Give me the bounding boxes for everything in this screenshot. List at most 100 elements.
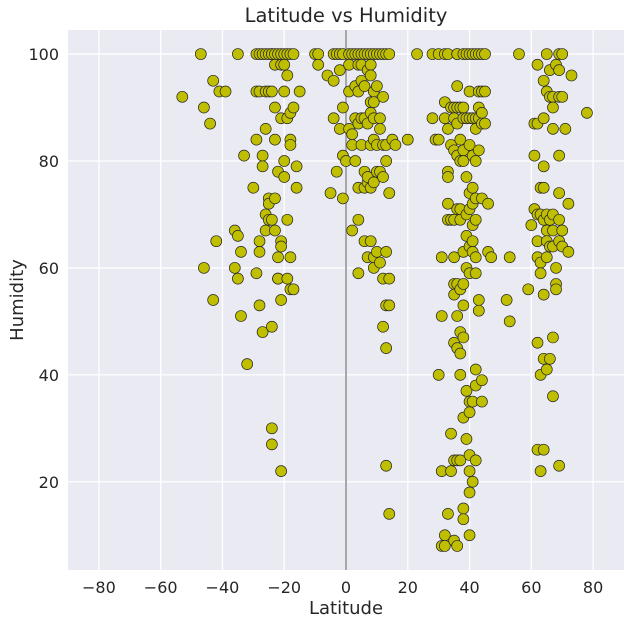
scatter-point xyxy=(278,85,291,98)
scatter-point xyxy=(349,155,362,167)
scatter-point xyxy=(374,256,386,269)
scatter-point xyxy=(272,251,284,264)
scatter-point xyxy=(454,347,467,360)
scatter-point xyxy=(448,251,460,264)
scatter-point xyxy=(463,465,476,477)
x-tick-labels: −80 −60 −40 −20 0 20 40 60 80 xyxy=(82,578,603,597)
scatter-point xyxy=(469,155,482,167)
scatter-point xyxy=(266,213,278,226)
scatter-point xyxy=(256,326,269,338)
scatter-point xyxy=(383,299,396,312)
scatter-point xyxy=(330,165,343,178)
scatter-point xyxy=(460,171,473,183)
x-tick-label: 0 xyxy=(341,578,351,597)
scatter-point xyxy=(290,160,303,173)
scatter-point xyxy=(466,475,479,488)
scatter-point xyxy=(367,96,380,109)
x-tick-label: −40 xyxy=(206,578,240,597)
scatter-point xyxy=(250,267,263,280)
scatter-point xyxy=(553,64,565,76)
y-tick-label: 20 xyxy=(39,473,59,492)
scatter-point xyxy=(364,235,377,248)
scatter-point xyxy=(547,390,559,403)
scatter-point xyxy=(466,235,479,248)
scatter-point xyxy=(290,181,303,194)
scatter-point xyxy=(556,224,569,237)
scatter-point xyxy=(253,235,266,248)
scatter-point xyxy=(346,224,359,237)
scatter-point xyxy=(479,48,491,60)
scatter-point xyxy=(454,454,467,467)
scatter-point xyxy=(266,422,278,435)
scatter-point xyxy=(374,123,386,135)
scatter-point xyxy=(253,299,266,312)
scatter-point xyxy=(380,246,393,258)
scatter-point xyxy=(266,85,278,98)
scatter-point xyxy=(451,540,464,552)
scatter-point xyxy=(250,133,263,146)
scatter-point xyxy=(432,369,445,381)
scatter-point xyxy=(352,213,365,226)
scatter-point xyxy=(457,513,470,526)
scatter-point xyxy=(253,246,266,258)
scatter-point xyxy=(207,74,220,87)
scatter-point xyxy=(266,438,278,451)
scatter-point xyxy=(377,171,389,183)
scatter-point xyxy=(457,155,470,167)
scatter-point xyxy=(540,251,553,264)
scatter-point xyxy=(235,310,247,322)
scatter-point xyxy=(198,101,210,114)
scatter-point xyxy=(278,58,291,71)
scatter-point xyxy=(389,139,402,151)
scatter-point xyxy=(581,107,593,119)
scatter-point xyxy=(383,272,396,285)
scatter-point xyxy=(367,176,380,189)
scatter-point xyxy=(312,58,325,71)
scatter-point xyxy=(445,427,457,440)
scatter-point xyxy=(469,363,482,376)
scatter-point xyxy=(232,48,244,60)
y-axis-label: Humidity xyxy=(7,259,28,341)
scatter-point xyxy=(337,192,349,205)
scatter-point xyxy=(469,251,482,264)
scatter-point xyxy=(472,144,485,157)
scatter-point xyxy=(460,385,473,397)
scatter-point xyxy=(457,101,470,114)
scatter-point xyxy=(256,149,269,162)
scatter-point xyxy=(228,262,241,274)
scatter-point xyxy=(374,112,386,125)
scatter-point xyxy=(219,85,232,98)
scatter-point xyxy=(266,320,278,333)
scatter-point xyxy=(287,283,300,296)
scatter-point xyxy=(472,304,485,317)
scatter-point xyxy=(547,331,559,344)
scatter-point xyxy=(553,213,565,226)
scatter-point xyxy=(457,331,470,344)
x-tick-label: −80 xyxy=(82,578,116,597)
scatter-point xyxy=(537,160,550,173)
scatter-point xyxy=(204,117,216,130)
scatter-point xyxy=(565,69,578,82)
scatter-point xyxy=(247,181,260,194)
scatter-point xyxy=(540,363,553,376)
scatter-point xyxy=(451,80,464,92)
scatter-point xyxy=(426,112,439,125)
y-tick-labels: 20 40 60 80 100 xyxy=(28,45,59,492)
scatter-point xyxy=(352,267,365,280)
scatter-point xyxy=(377,320,389,333)
x-tick-label: 20 xyxy=(398,578,418,597)
scatter-point xyxy=(460,433,473,445)
scatter-point xyxy=(259,123,272,135)
scatter-point xyxy=(232,229,244,242)
x-tick-label: 40 xyxy=(459,578,479,597)
scatter-point xyxy=(284,251,297,264)
scatter-point xyxy=(553,459,565,472)
scatter-point xyxy=(531,336,544,349)
scatter-point xyxy=(562,246,575,258)
scatter-point xyxy=(469,213,482,226)
scatter-point xyxy=(556,90,569,103)
scatter-point xyxy=(476,374,488,387)
scatter-point xyxy=(476,107,488,119)
scatter-point xyxy=(238,149,250,162)
